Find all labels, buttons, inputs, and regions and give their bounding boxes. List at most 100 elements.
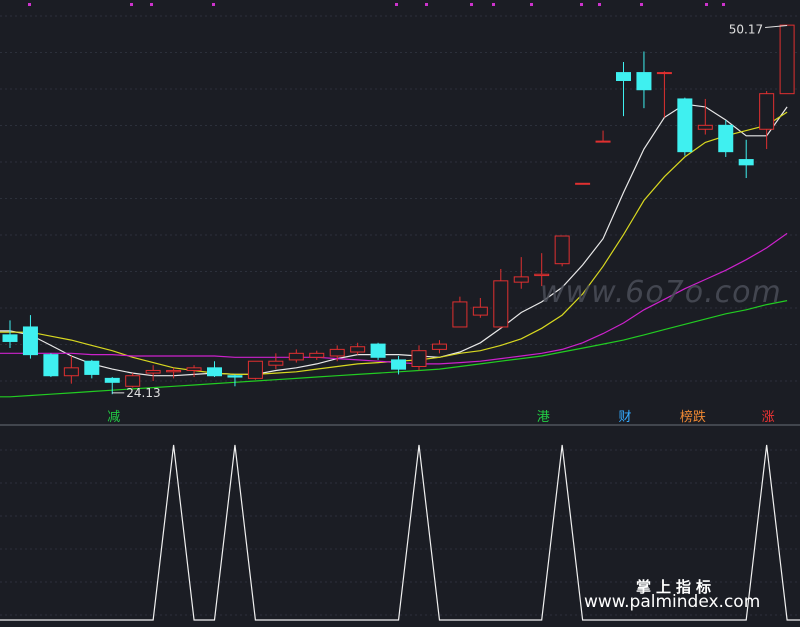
candle-body	[125, 375, 141, 387]
candle	[247, 360, 263, 380]
price-annotations: 50.17 24.13	[112, 23, 788, 400]
candle	[616, 62, 631, 117]
watermark-url: www.palmindex.com	[584, 592, 761, 612]
candle-body	[636, 72, 652, 91]
top-dot	[530, 3, 533, 6]
candle-body	[779, 24, 795, 95]
candle-body	[697, 124, 713, 130]
top-dot	[470, 3, 473, 6]
indicator-grid	[0, 449, 800, 616]
candle	[534, 253, 550, 287]
watermark-brand: 掌上指标	[636, 578, 717, 596]
candle	[63, 355, 79, 384]
top-dot	[492, 3, 495, 6]
candle	[411, 345, 427, 371]
candle-body	[207, 367, 222, 377]
candle-body	[759, 93, 775, 130]
top-dot	[150, 3, 153, 6]
watermark-site: www.6o7o.com	[540, 275, 782, 310]
candle-body	[329, 348, 345, 357]
candle	[738, 139, 754, 179]
candle	[595, 130, 611, 143]
top-dot	[705, 3, 708, 6]
candle	[268, 353, 284, 370]
candle	[227, 374, 243, 387]
price-annotation: 50.17	[729, 23, 788, 37]
candle-body	[247, 360, 263, 379]
moving-average-line-2	[0, 111, 788, 375]
candle	[22, 315, 38, 359]
candle-body	[738, 159, 754, 166]
candle-body	[84, 360, 100, 375]
top-dot	[580, 3, 583, 6]
candle	[718, 120, 734, 157]
candle	[84, 359, 100, 379]
candle-body	[186, 367, 202, 371]
candle-body	[104, 377, 120, 383]
candle	[493, 268, 509, 329]
candle	[779, 24, 795, 95]
candle-body	[2, 334, 18, 342]
candle-body	[554, 235, 570, 265]
candle	[309, 350, 325, 360]
annotation-label: 24.13	[126, 386, 160, 400]
candle-body	[268, 360, 284, 366]
candle	[677, 97, 693, 156]
indicator-line	[0, 444, 800, 621]
moving-average-line-1	[0, 103, 788, 377]
candle-body	[534, 273, 550, 277]
candle-body	[677, 98, 693, 153]
top-dot	[425, 3, 428, 6]
signal-label: 涨	[762, 410, 775, 425]
price-annotation: 24.13	[112, 386, 161, 400]
candle	[43, 353, 59, 378]
candle	[104, 377, 120, 395]
candle-body	[575, 182, 591, 185]
candle	[125, 373, 141, 388]
top-dot	[395, 3, 398, 6]
candle	[370, 342, 386, 360]
top-dot	[722, 3, 725, 6]
candle	[166, 367, 182, 379]
candle-body	[431, 343, 447, 350]
candle	[472, 297, 488, 318]
top-dot-markers	[28, 3, 725, 6]
candle-body	[350, 346, 366, 353]
candle	[431, 340, 447, 354]
candle	[513, 257, 529, 289]
candle	[391, 355, 407, 375]
candle	[452, 296, 468, 328]
candle-body	[513, 276, 529, 283]
indicator-series	[0, 444, 800, 621]
candle-body	[288, 352, 304, 361]
candle-body	[595, 140, 611, 143]
top-dot	[598, 3, 601, 6]
candle	[186, 365, 202, 378]
candle	[145, 365, 161, 382]
candle	[697, 98, 713, 135]
candle	[329, 345, 345, 362]
candle-body	[22, 326, 38, 356]
candle-body	[63, 367, 79, 377]
signal-labels: 减 港 财 榜跌 涨	[107, 409, 774, 425]
candle-body	[411, 350, 427, 368]
signal-label: 榜跌	[680, 409, 706, 425]
candle-body	[309, 352, 325, 358]
annotation-arrow	[765, 25, 788, 29]
candle-body	[166, 369, 182, 373]
candle	[554, 235, 570, 267]
candle-body	[452, 301, 468, 328]
candle	[288, 349, 304, 363]
candle-body	[472, 306, 488, 316]
top-dot	[212, 3, 215, 6]
top-dot	[130, 3, 133, 6]
signal-label: 港	[537, 410, 550, 425]
candle	[207, 361, 222, 378]
candle	[2, 320, 18, 349]
candle-body	[227, 375, 243, 378]
candle-body	[391, 359, 407, 370]
candle	[656, 71, 672, 118]
candle-body	[145, 369, 161, 374]
candle	[636, 51, 652, 109]
